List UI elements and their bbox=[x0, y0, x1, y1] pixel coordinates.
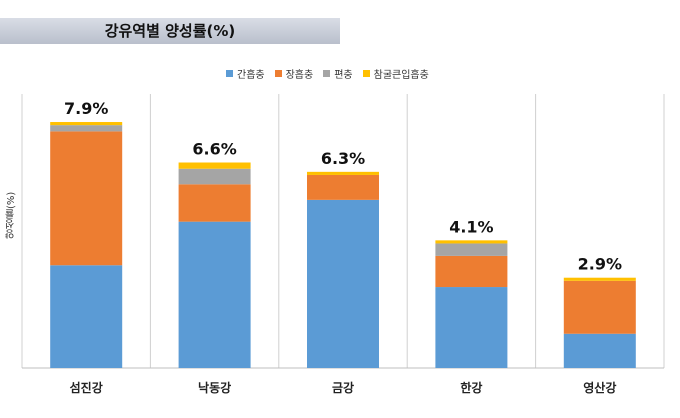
bar-0-series-0 bbox=[50, 265, 123, 368]
legend-swatch-2 bbox=[323, 69, 331, 77]
bar-0-series-2 bbox=[50, 125, 123, 132]
total-label-4: 2.9% bbox=[578, 255, 622, 274]
bar-1-series-3 bbox=[178, 162, 251, 169]
legend-swatch-0 bbox=[226, 69, 233, 77]
title-box bbox=[0, 18, 340, 44]
bar-2-series-1 bbox=[307, 174, 379, 200]
bar-1-series-1 bbox=[178, 184, 251, 222]
category-label-3: 한강 bbox=[460, 380, 482, 395]
bar-2-series-0 bbox=[307, 199, 379, 368]
total-label-1: 6.6% bbox=[192, 140, 236, 159]
bar-4-series-0 bbox=[563, 333, 636, 368]
legend-label-2: 편충 bbox=[334, 69, 353, 81]
legend-swatch-1 bbox=[274, 69, 282, 77]
legend-swatch-3 bbox=[362, 69, 370, 77]
legend-item-1: 장흡충 bbox=[274, 66, 314, 81]
bar-0-series-1 bbox=[50, 131, 123, 266]
bar-2-series-3 bbox=[307, 171, 379, 175]
bar-3-series-0 bbox=[435, 287, 508, 368]
total-label-2: 6.3% bbox=[321, 149, 365, 168]
category-label-1: 낙동강 bbox=[198, 380, 231, 395]
bar-1-series-2 bbox=[178, 168, 251, 185]
legend-item-0: 간흡충 bbox=[226, 66, 265, 81]
legend-label-3: 참굴큰입흡충 bbox=[373, 69, 429, 81]
legend: 간흡충 장흡충 편충 참굴큰입흡충 bbox=[226, 66, 439, 81]
bar-3-series-3 bbox=[435, 240, 508, 244]
legend-label-0: 간흡충 bbox=[237, 69, 265, 81]
bar-4-series-3 bbox=[563, 277, 636, 281]
legend-item-3: 참굴큰입흡충 bbox=[362, 66, 429, 81]
total-label-0: 7.9% bbox=[64, 99, 108, 118]
total-label-3: 4.1% bbox=[449, 217, 493, 236]
chart-title: 강유역별 양성률(%) bbox=[104, 22, 236, 40]
legend-item-2: 편충 bbox=[323, 66, 353, 81]
bar-0-series-3 bbox=[50, 122, 123, 126]
bar-4-series-1 bbox=[563, 280, 636, 334]
legend-label-1: 장흡충 bbox=[285, 69, 314, 81]
category-label-2: 금강 bbox=[332, 381, 354, 395]
bar-3-series-1 bbox=[435, 255, 508, 288]
bar-1-series-0 bbox=[178, 221, 251, 368]
category-label-4: 영산강 bbox=[583, 380, 616, 395]
bar-3-series-2 bbox=[435, 243, 508, 256]
category-label-0: 섬진강 bbox=[70, 380, 103, 395]
